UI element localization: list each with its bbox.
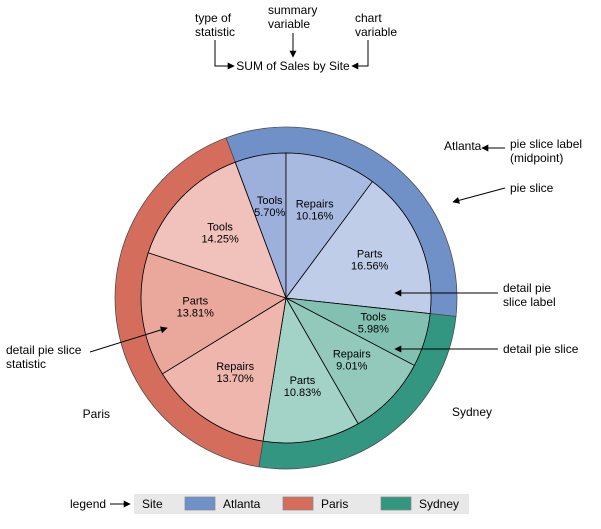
legend-title: Site xyxy=(142,497,163,511)
arrow-type-of-statistic xyxy=(215,40,234,66)
anno-type-of-statistic: type ofstatistic xyxy=(195,11,235,39)
arrow-pie-slice xyxy=(453,188,505,202)
anno-detail-pie-slice: detail pie slice xyxy=(503,342,579,356)
anno-pie-slice-label-midpoint: pie slice label(midpoint) xyxy=(510,137,582,165)
outer-label-atlanta: Atlanta xyxy=(444,139,482,153)
anno-detail-pie-slice-label: detail pieslice label xyxy=(503,281,556,309)
chart-title: SUM of Sales by Site xyxy=(236,59,350,73)
anno-summary-variable: summaryvariable xyxy=(268,3,317,31)
legend-swatch-paris xyxy=(283,497,313,510)
legend-swatch-atlanta xyxy=(185,497,215,510)
slice-label-paris-repairs: Repairs13.70% xyxy=(216,361,254,385)
anno-chart-variable: chartvariable xyxy=(355,11,397,39)
legend-label-paris: Paris xyxy=(321,497,348,511)
anno-detail-pie-slice-statistic: detail pie slicestatistic xyxy=(6,343,82,371)
anno-legend: legend xyxy=(70,497,106,511)
anno-pie-slice: pie slice xyxy=(510,181,554,195)
legend: legend Site Atlanta Paris Sydney xyxy=(70,494,469,514)
arrow-chart-variable xyxy=(352,40,368,66)
slice-label-atlanta-repairs: Repairs10.16% xyxy=(296,198,334,222)
slice-label-atlanta-tools: Tools5.70% xyxy=(254,195,285,219)
outer-label-sydney: Sydney xyxy=(452,405,492,419)
top-annotation-group: type ofstatistic summaryvariable chartva… xyxy=(195,3,397,73)
slice-label-sydney-repairs: Repairs9.01% xyxy=(333,348,371,372)
legend-label-atlanta: Atlanta xyxy=(223,497,261,511)
legend-label-sydney: Sydney xyxy=(419,497,459,511)
outer-label-paris: Paris xyxy=(83,407,110,421)
slice-label-sydney-tools: Tools5.98% xyxy=(358,312,389,336)
legend-swatch-sydney xyxy=(381,497,411,510)
